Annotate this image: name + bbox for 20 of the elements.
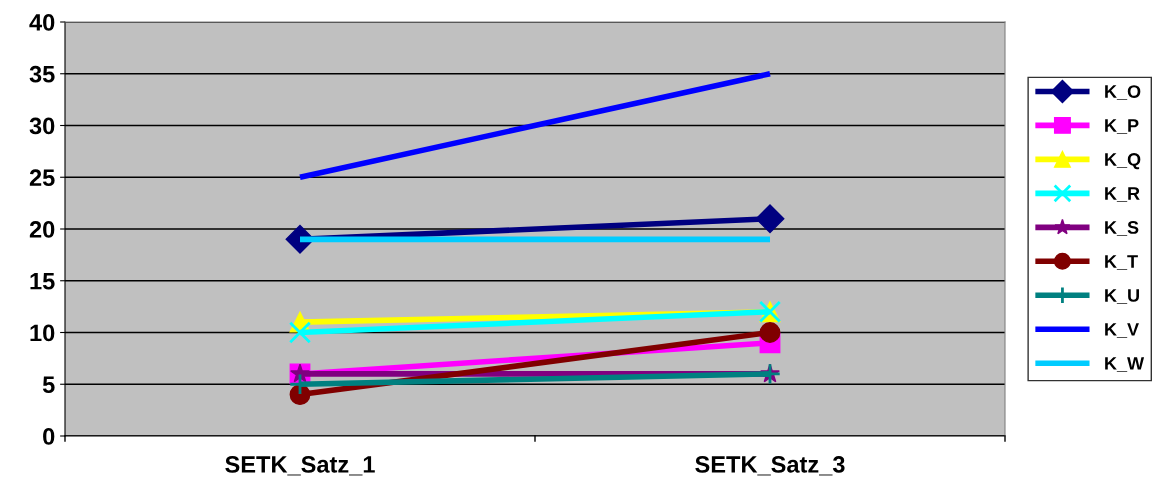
legend-label: K_V bbox=[1105, 323, 1139, 338]
y-tick-label: 5 bbox=[42, 376, 55, 394]
y-tick-label: 35 bbox=[29, 65, 55, 83]
x-tick-label: SETK_Satz_1 bbox=[225, 456, 375, 476]
x-tick-label: SETK_Satz_3 bbox=[695, 456, 845, 476]
legend-label: K_U bbox=[1105, 289, 1139, 304]
y-tick-label: 40 bbox=[29, 14, 55, 31]
legend-label: K_R bbox=[1105, 187, 1140, 202]
y-tick-label: 0 bbox=[43, 428, 55, 445]
y-tick-label: 30 bbox=[29, 117, 55, 135]
legend-label: K_S bbox=[1105, 221, 1139, 236]
y-tick-label: 25 bbox=[29, 169, 55, 187]
legend-label: K_P bbox=[1105, 119, 1139, 134]
legend-label: K_O bbox=[1105, 85, 1141, 100]
y-tick-label: 20 bbox=[29, 221, 55, 238]
y-tick-label: 10 bbox=[30, 324, 55, 342]
legend-label: K_W bbox=[1105, 357, 1145, 372]
legend-label: K_Q bbox=[1105, 153, 1141, 170]
y-tick-label: 15 bbox=[30, 273, 55, 290]
legend-label: K_T bbox=[1105, 255, 1138, 270]
